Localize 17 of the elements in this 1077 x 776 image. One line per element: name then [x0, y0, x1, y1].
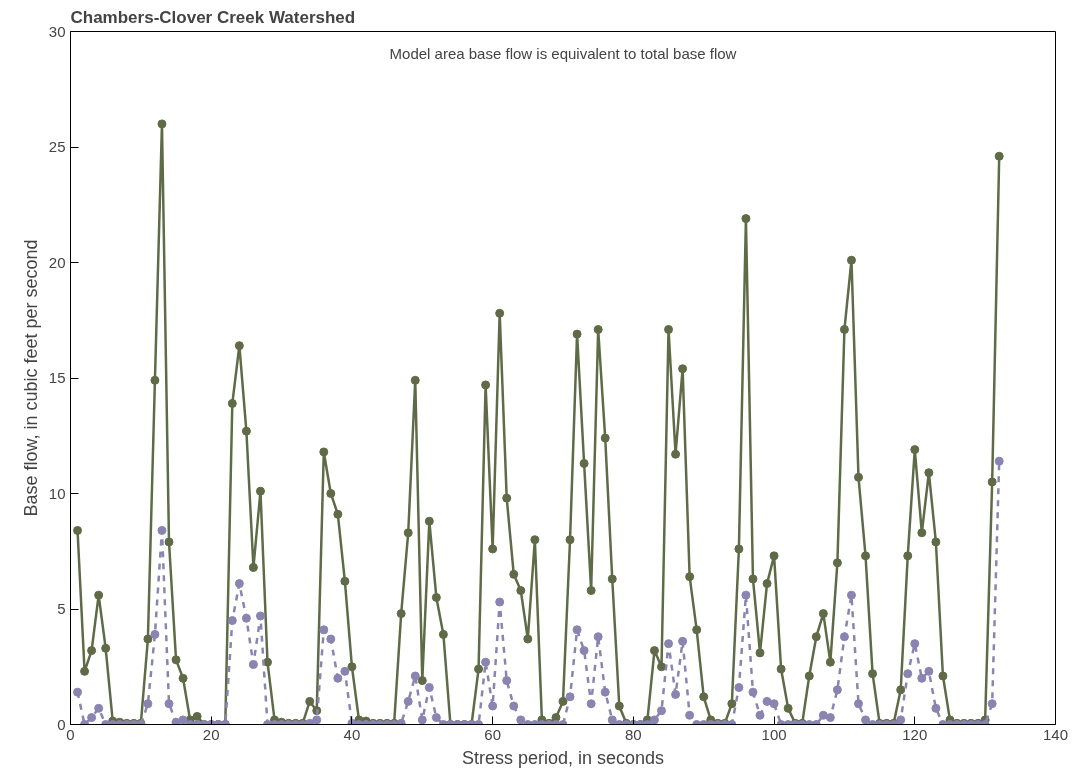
y-axis-title: Base flow, in cubic feet per second: [20, 239, 41, 517]
x-tick-label: 80: [625, 725, 642, 743]
y-tick-label: 20: [48, 253, 66, 271]
y-tick-label: 15: [48, 369, 66, 386]
x-tick-label: 20: [202, 725, 220, 743]
x-tick-label: 60: [484, 725, 501, 743]
annotation: Model area base flow is equivalent to total base flow: [389, 44, 737, 62]
y-tick-label: 30: [48, 22, 66, 40]
x-tick-label: 120: [902, 725, 928, 743]
x-axis-title: Stress period, in seconds: [461, 747, 665, 768]
x-tick-label: 40: [343, 725, 361, 743]
y-tick-label: 25: [48, 138, 66, 155]
chart-title: Chambers-Clover Creek Watershed: [70, 7, 356, 27]
x-tick-label: 100: [761, 725, 787, 743]
y-tick-label: 10: [48, 484, 66, 502]
y-tick-label: 5: [57, 600, 66, 617]
x-tick-label: 140: [1042, 725, 1069, 743]
